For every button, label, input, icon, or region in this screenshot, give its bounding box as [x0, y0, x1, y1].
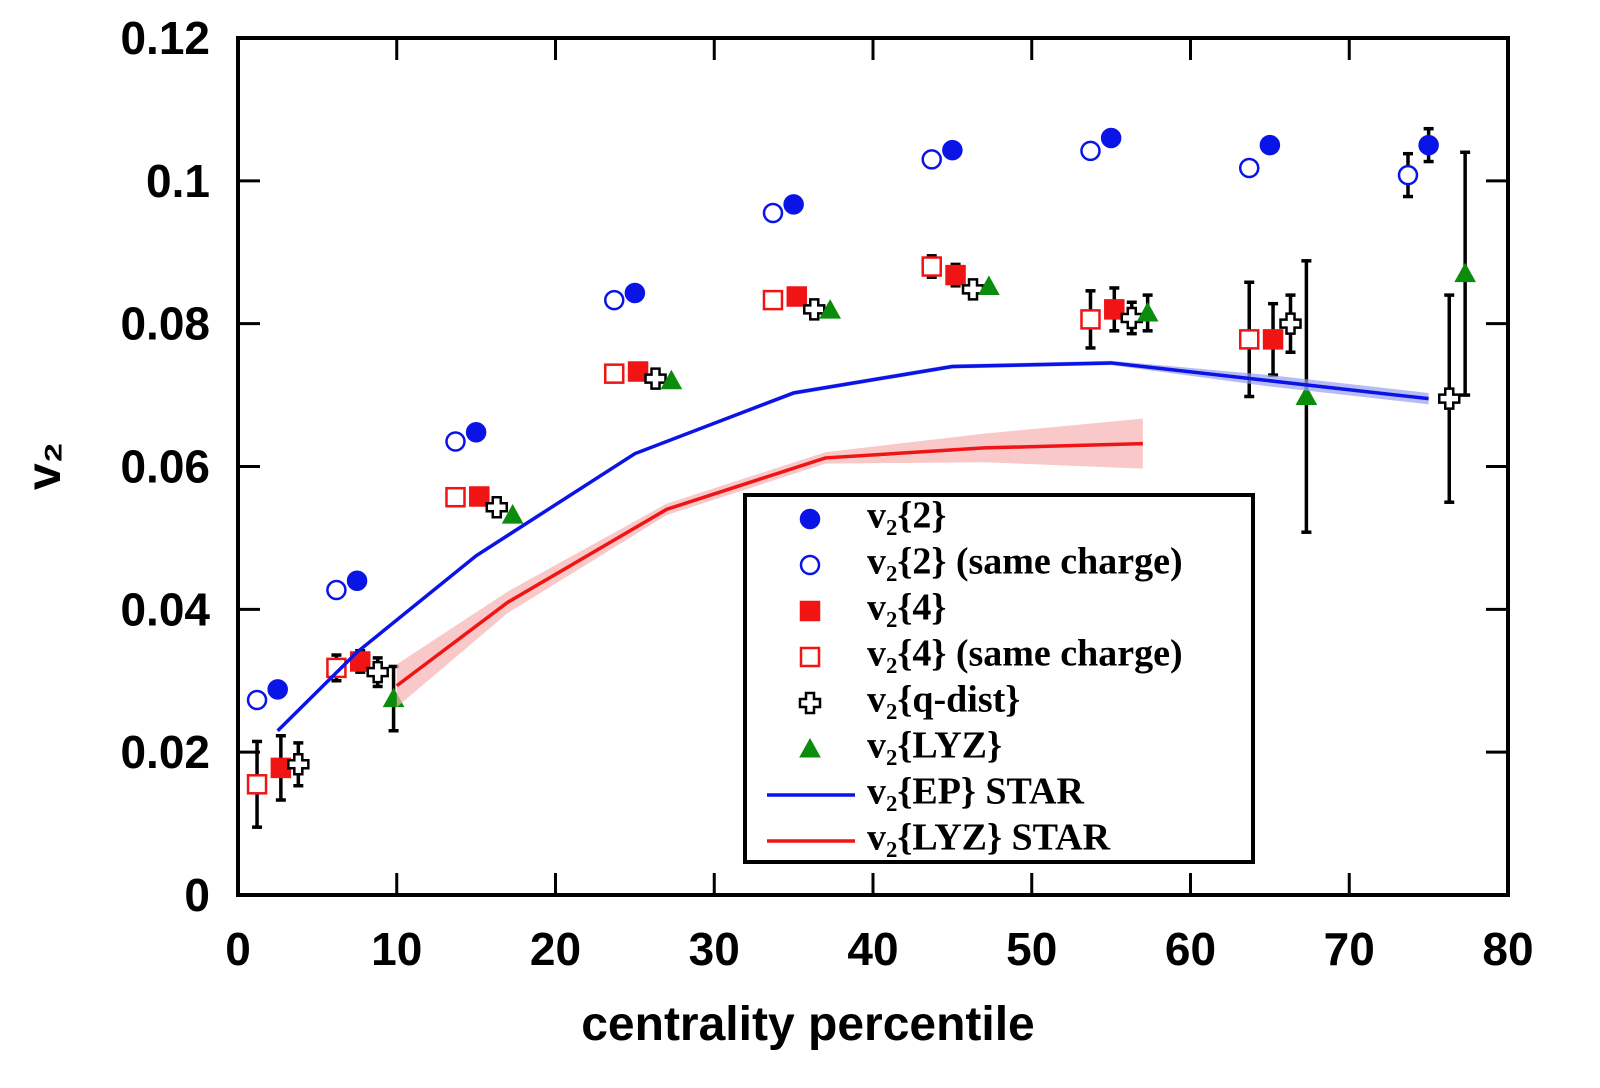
- marker: [1238, 157, 1260, 179]
- plot-frame: [236, 36, 1510, 897]
- marker: [786, 286, 808, 307]
- marker: [445, 486, 466, 508]
- y-tick-label: 0.12: [120, 12, 210, 64]
- marker: [349, 651, 371, 672]
- marker: [762, 289, 784, 311]
- marker: [1454, 262, 1476, 283]
- marker: [644, 367, 667, 390]
- marker: [1100, 127, 1122, 149]
- marker: [803, 298, 826, 321]
- legend-label: v₂{q-dist}: [867, 679, 1020, 721]
- x-tick-label: 0: [225, 923, 251, 975]
- legend-marker: [798, 691, 822, 715]
- legend-marker: [799, 646, 821, 668]
- legend-label: v₂{2}: [867, 495, 946, 537]
- legend-marker: [799, 508, 821, 530]
- marker: [1279, 312, 1302, 335]
- legend-label: v₂{LYZ} STAR: [867, 817, 1111, 859]
- marker: [366, 660, 389, 684]
- x-axis-label: centrality percentile: [581, 998, 1035, 1051]
- legend-box: [743, 493, 1255, 864]
- marker: [819, 299, 841, 319]
- legend-marker: [799, 737, 821, 758]
- marker: [627, 361, 649, 382]
- y-axis-label: v₂: [18, 442, 71, 490]
- line: [276, 361, 1429, 732]
- marker: [660, 369, 683, 390]
- legend-label: v₂{LYZ}: [867, 725, 1002, 767]
- marker: [246, 689, 268, 711]
- marker: [326, 579, 347, 601]
- legend-marker: [799, 600, 821, 622]
- legend-label: v₂{4} (same charge): [867, 633, 1183, 675]
- marker: [961, 278, 985, 301]
- line: [395, 441, 1143, 688]
- marker: [978, 275, 1000, 296]
- marker: [267, 679, 288, 700]
- marker: [1438, 387, 1461, 410]
- marker: [246, 774, 268, 795]
- marker: [921, 256, 942, 277]
- marker: [1418, 134, 1439, 156]
- x-tick-label: 80: [1482, 923, 1533, 975]
- marker: [1104, 299, 1125, 320]
- x-tick-label: 10: [371, 923, 422, 975]
- legend-marker: [799, 554, 821, 576]
- y-tick-label: 0: [184, 869, 210, 921]
- legend-label: v₂{EP} STAR: [867, 771, 1084, 813]
- marker: [465, 421, 487, 443]
- marker: [945, 264, 966, 286]
- marker: [1080, 140, 1101, 162]
- marker: [1259, 134, 1281, 156]
- marker: [783, 194, 804, 215]
- x-tick-label: 30: [689, 923, 740, 975]
- x-tick-label: 60: [1165, 923, 1216, 975]
- x-tick-label: 20: [530, 923, 581, 975]
- marker: [603, 363, 625, 384]
- x-tick-label: 40: [847, 923, 898, 975]
- marker: [942, 139, 963, 161]
- marker: [762, 202, 784, 224]
- legend-label: v₂{2} (same charge): [867, 541, 1183, 583]
- marker: [1120, 306, 1144, 330]
- y-tick-label: 0.08: [120, 298, 210, 350]
- marker: [603, 289, 625, 311]
- x-tick-label: 70: [1324, 923, 1375, 975]
- marker: [485, 495, 509, 519]
- marker: [469, 486, 490, 507]
- marker: [1397, 164, 1419, 186]
- y-tick-label: 0.04: [120, 583, 210, 635]
- y-tick-label: 0.02: [120, 726, 210, 778]
- marker: [1238, 329, 1260, 350]
- marker: [326, 657, 347, 679]
- marker: [1136, 301, 1159, 322]
- marker: [501, 504, 524, 524]
- marker: [1295, 385, 1318, 406]
- marker: [1080, 309, 1101, 330]
- marker: [445, 431, 466, 452]
- x-tick-label: 50: [1006, 923, 1057, 975]
- marker: [921, 149, 942, 170]
- marker: [624, 282, 646, 304]
- y-tick-label: 0.06: [120, 441, 210, 493]
- y-tick-label: 0.1: [146, 155, 210, 207]
- marker: [346, 570, 368, 592]
- legend-label: v₂{4}: [867, 587, 946, 629]
- marker: [287, 753, 310, 776]
- marker: [1262, 329, 1284, 350]
